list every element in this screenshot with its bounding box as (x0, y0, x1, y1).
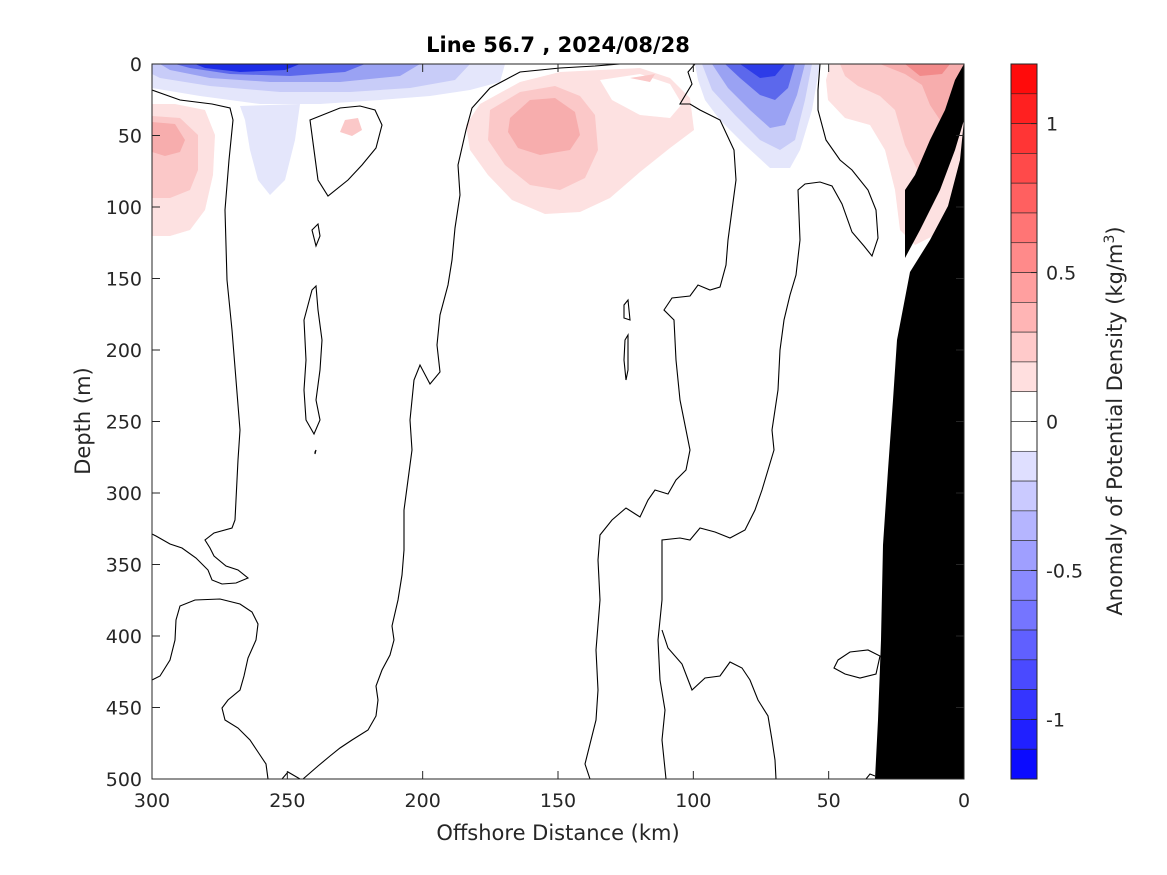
x-axis-label: Offshore Distance (km) (436, 821, 679, 845)
x-tick-label: 0 (958, 790, 970, 812)
y-tick-label: 50 (118, 126, 142, 148)
y-axis-label: Depth (m) (71, 367, 95, 474)
y-tick-label: 350 (106, 555, 142, 577)
y-tick-label: 250 (106, 412, 142, 434)
colorbar-cell (1010, 629, 1038, 661)
colorbar-ticks: -1 -0.5 0 0.5 1 (1031, 114, 1083, 731)
colorbar-cell (1010, 599, 1038, 631)
x-tick-label: 250 (269, 790, 305, 812)
colorbar-cell (1010, 421, 1038, 452)
colorbar-label-tail: ) (1103, 226, 1127, 234)
colorbar-cell (1010, 659, 1038, 690)
colorbar-tick-label: -0.5 (1046, 560, 1083, 582)
colorbar-tick-label: -1 (1046, 709, 1065, 731)
anomaly-positive-west-edge (152, 104, 215, 236)
colorbar-cell (1010, 242, 1038, 273)
colorbar-cell (1010, 510, 1038, 541)
colorbar-label-main: Anomaly of Potential Density (kg/m (1103, 244, 1127, 616)
colorbar-cell (1010, 123, 1038, 154)
colorbar-cell (1010, 182, 1038, 214)
y-tick-label: 400 (106, 626, 142, 648)
plot-area: 300 250 200 150 100 50 0 050100150200250300350… (106, 54, 970, 812)
zero-contours (152, 64, 881, 779)
colorbar: -1 -0.5 0 0.5 1 Anomaly of Potential Density… (1010, 63, 1127, 780)
y-tick-label: 100 (106, 197, 142, 219)
x-axis: 300 250 200 150 100 50 0 (134, 64, 970, 812)
colorbar-tick-label: 1 (1046, 114, 1058, 136)
colorbar-cell (1010, 212, 1038, 244)
bathymetry-mask (875, 120, 964, 779)
colorbar-tick-label: 0 (1046, 412, 1058, 434)
colorbar-cell (1010, 331, 1038, 363)
colorbar-cell (1010, 719, 1038, 750)
bathymetry-shelf (905, 64, 964, 258)
colorbar-cell (1010, 748, 1038, 780)
anomaly-negative-surface-east (695, 64, 820, 168)
colorbar-label-sup: 3 (1102, 235, 1118, 244)
colorbar-cell (1010, 272, 1038, 303)
y-tick-label: 0 (130, 54, 142, 76)
colorbar-cell (1010, 361, 1038, 393)
colorbar-cell (1010, 570, 1038, 601)
y-axis: 0 50 100 150 200 250 300 350 400 450 500 (106, 54, 964, 791)
y-tick-label: 450 (106, 698, 142, 720)
y-tick-label: 300 (106, 483, 142, 505)
chart-title: Line 56.7 , 2024/08/28 (426, 33, 690, 57)
colorbar-cell (1010, 480, 1038, 512)
colorbar-cell (1010, 93, 1038, 124)
y-tick-label: 500 (106, 769, 142, 791)
anomaly-positive-center (466, 68, 694, 214)
y-tick-label: 200 (106, 340, 142, 362)
x-tick-label: 50 (817, 790, 841, 812)
x-tick-label: 100 (675, 790, 711, 812)
x-tick-label: 150 (540, 790, 576, 812)
colorbar-cell (1010, 689, 1038, 720)
colorbar-cell (1010, 391, 1038, 422)
colorbar-tick-label: 0.5 (1046, 263, 1076, 285)
y-tick-label: 150 (106, 269, 142, 291)
colorbar-cell (1010, 540, 1038, 571)
anomaly-field (152, 64, 964, 779)
colorbar-label: Anomaly of Potential Density (kg/m3) (1102, 226, 1127, 615)
colorbar-cell (1010, 450, 1038, 482)
x-tick-label: 200 (405, 790, 441, 812)
colorbar-cell (1010, 63, 1038, 95)
colorbar-cell (1010, 302, 1038, 333)
colorbar-cell (1010, 153, 1038, 184)
anomaly-negative-surface-west (152, 64, 505, 195)
x-tick-label: 300 (134, 790, 170, 812)
